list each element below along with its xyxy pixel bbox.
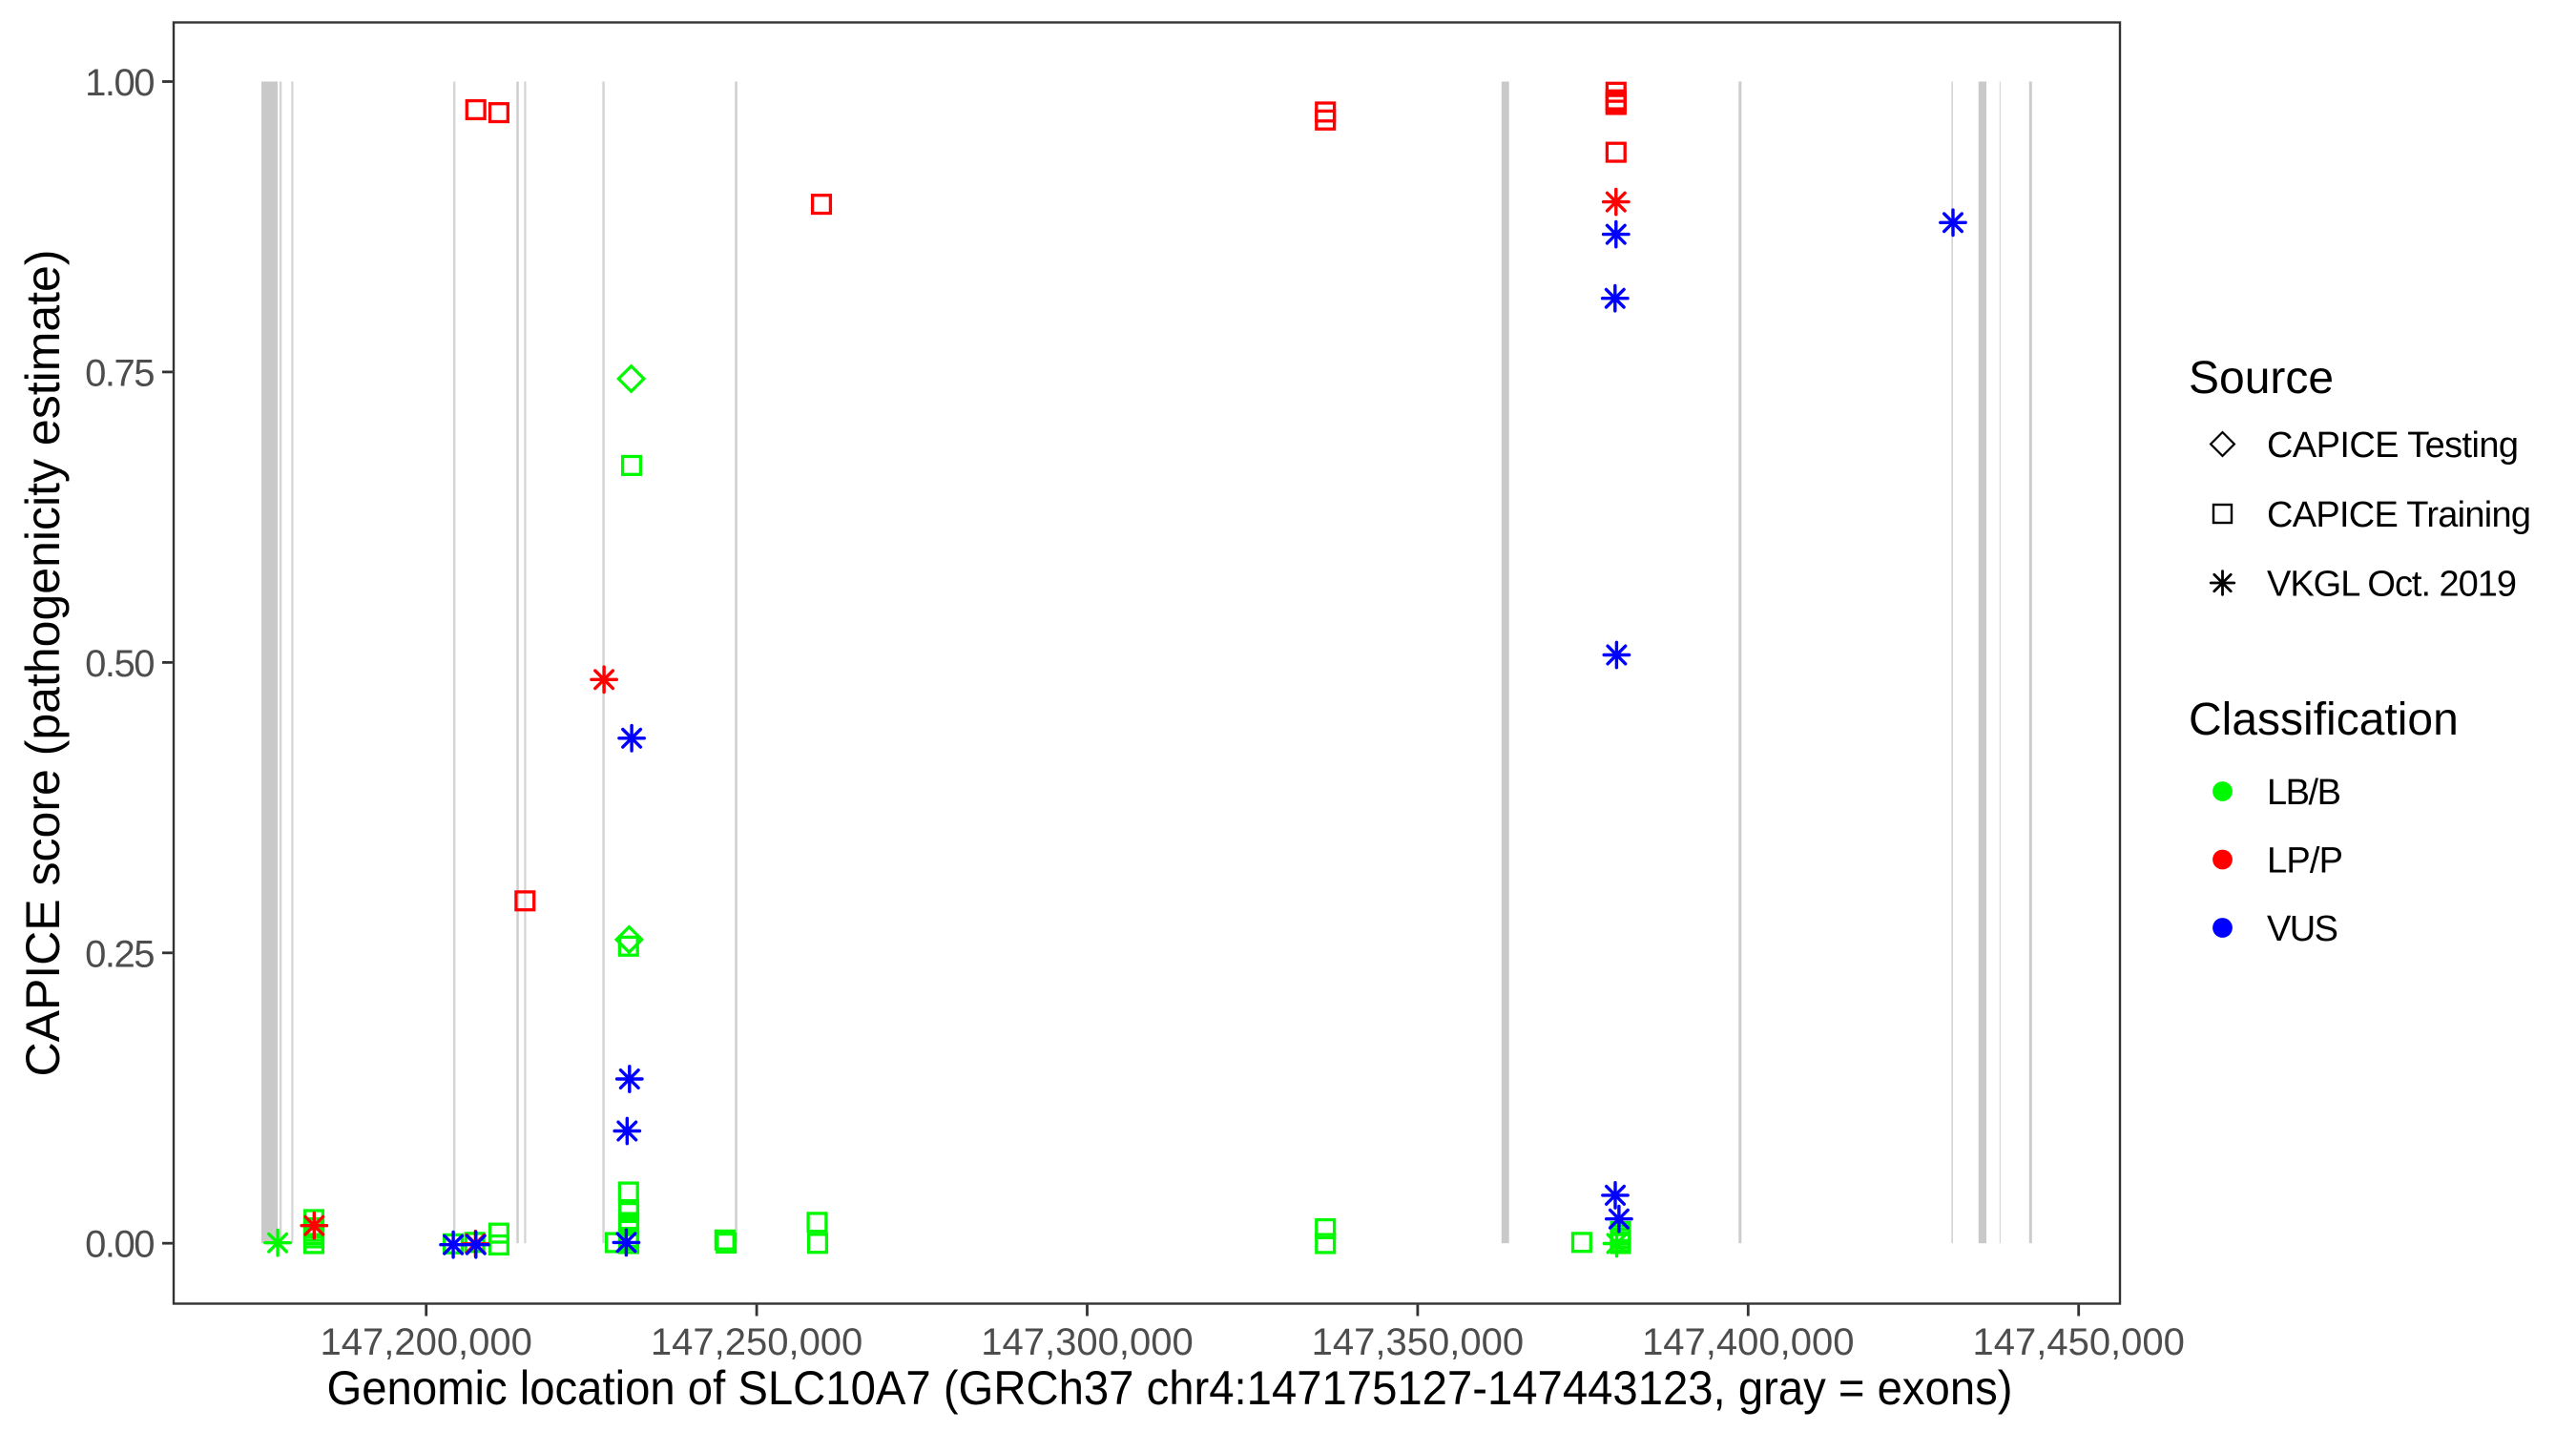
svg-text:147,200,000: 147,200,000 xyxy=(320,1321,531,1363)
svg-text:0.00: 0.00 xyxy=(85,1224,154,1266)
svg-text:147,300,000: 147,300,000 xyxy=(981,1321,1193,1363)
svg-text:0.50: 0.50 xyxy=(85,643,154,685)
svg-text:CAPICE Testing: CAPICE Testing xyxy=(2267,425,2519,466)
svg-text:Genomic location of SLC10A7 (G: Genomic location of SLC10A7 (GRCh37 chr4… xyxy=(327,1361,2013,1415)
svg-text:147,400,000: 147,400,000 xyxy=(1642,1321,1854,1363)
svg-text:1.00: 1.00 xyxy=(85,62,154,104)
svg-text:0.25: 0.25 xyxy=(85,933,154,975)
svg-text:147,350,000: 147,350,000 xyxy=(1312,1321,1524,1363)
svg-text:CAPICE Training: CAPICE Training xyxy=(2267,495,2531,535)
svg-text:LP/P: LP/P xyxy=(2267,841,2343,881)
svg-text:0.75: 0.75 xyxy=(85,352,154,394)
svg-text:VKGL Oct. 2019: VKGL Oct. 2019 xyxy=(2267,565,2517,605)
svg-text:LB/B: LB/B xyxy=(2267,773,2341,813)
svg-text:VUS: VUS xyxy=(2267,909,2338,949)
svg-text:Source: Source xyxy=(2189,353,2334,404)
svg-text:147,450,000: 147,450,000 xyxy=(1972,1321,2184,1363)
svg-text:CAPICE score (pathogenicity es: CAPICE score (pathogenicity estimate) xyxy=(16,249,70,1076)
svg-text:147,250,000: 147,250,000 xyxy=(651,1321,862,1363)
svg-text:Classification: Classification xyxy=(2189,695,2459,745)
